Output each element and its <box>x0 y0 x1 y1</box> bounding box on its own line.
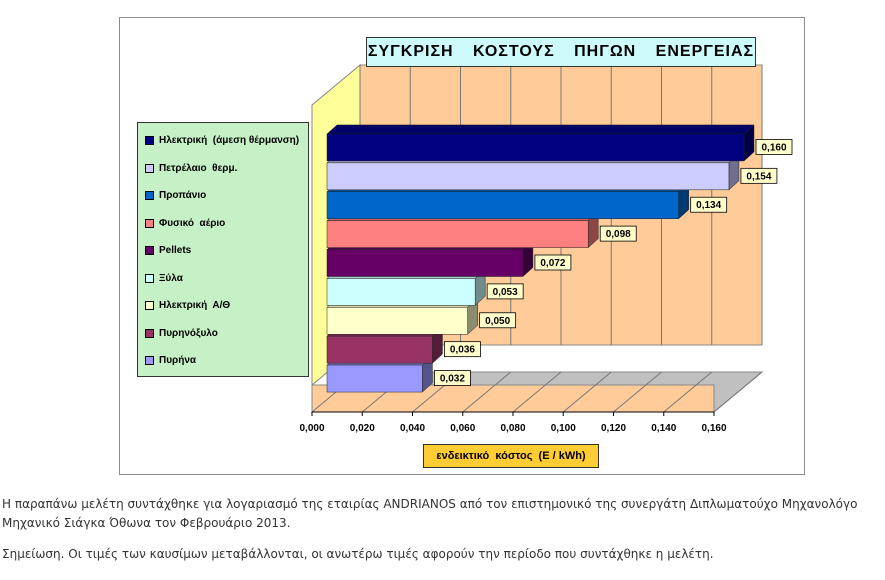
legend-swatch <box>145 136 154 146</box>
bar <box>326 335 433 364</box>
legend-swatch <box>145 218 154 228</box>
data-label: 0,050 <box>485 316 510 327</box>
chart-title: ΣΥΓΚΡΙΣΗ ΚΟΣΤΟΥΣ ΠΗΓΩΝ ΕΝΕΡΓΕΙΑΣ <box>366 37 756 67</box>
legend-swatch <box>145 273 154 283</box>
study-note: Η παραπάνω μελέτη συντάχθηκε για λογαρια… <box>2 497 858 530</box>
data-label: 0,053 <box>493 287 518 298</box>
x-tick-label: 0,140 <box>651 423 676 434</box>
bar <box>326 133 745 162</box>
data-label: 0,032 <box>440 374 465 385</box>
data-label-box <box>479 312 517 329</box>
legend-item: Ηλεκτρική (άμεση θέρμανση) <box>138 127 308 155</box>
bar <box>326 220 589 248</box>
x-tick-label: 0,100 <box>551 423 576 434</box>
gridline-floor <box>663 371 713 413</box>
gridline-floor <box>713 371 763 413</box>
price-disclaimer: Σημείωση. Οι τιμές των καυσίμων μεταβάλλ… <box>2 547 714 561</box>
legend-item: Πετρέλαιο θερμ. <box>138 155 308 183</box>
legend-swatch <box>145 301 154 311</box>
data-label: 0,036 <box>450 345 475 356</box>
legend-item: Προπάνιο <box>138 182 308 210</box>
bar-top <box>326 124 755 135</box>
data-label-box <box>534 254 572 271</box>
legend-swatch <box>145 246 154 256</box>
legend-item: Pellets <box>138 237 308 265</box>
x-tick-label: 0,000 <box>299 423 324 434</box>
gridline-floor <box>512 371 562 413</box>
x-tick-label: 0,020 <box>350 423 375 434</box>
legend-item: Ηλεκτρική Α/Θ <box>138 292 308 320</box>
data-label: 0,154 <box>746 171 771 182</box>
legend-item: Πυρήνα <box>138 347 308 375</box>
data-label-box <box>740 167 778 184</box>
x-tick-label: 0,120 <box>601 423 626 434</box>
x-tick-label: 0,040 <box>400 423 425 434</box>
legend-swatch <box>145 191 154 201</box>
data-label-box <box>444 341 481 358</box>
data-label-box <box>755 139 793 155</box>
legend-label: Φυσικό αέριο <box>159 217 226 229</box>
x-tick-label: 0,160 <box>701 423 726 434</box>
bar <box>326 162 730 191</box>
gridline-floor <box>562 371 612 413</box>
data-label: 0,160 <box>761 142 786 153</box>
bar <box>326 307 468 335</box>
bar <box>326 191 679 219</box>
gridline-floor <box>613 371 662 413</box>
bar <box>326 278 476 306</box>
legend-label: Ξύλα <box>159 272 183 284</box>
legend-label: Pellets <box>159 245 192 257</box>
data-label: 0,134 <box>696 200 721 211</box>
bar <box>326 249 524 277</box>
legend-item: Ξύλα <box>138 265 308 293</box>
data-label-box <box>690 196 728 213</box>
x-tick-label: 0,060 <box>450 423 475 434</box>
legend-swatch <box>145 328 154 338</box>
gridline-floor <box>462 371 512 413</box>
legend-label: Πυρηνόξυλο <box>159 327 218 339</box>
data-label-box <box>599 225 637 242</box>
legend-label: Πετρέλαιο θερμ. <box>159 162 238 174</box>
legend-swatch <box>145 163 154 173</box>
chart-legend: Ηλεκτρική (άμεση θέρμανση) Πετρέλαιο θερμ… <box>137 122 309 377</box>
bar <box>326 364 423 393</box>
legend-label: Πυρήνα <box>159 355 197 367</box>
legend-label: Προπάνιο <box>159 190 207 202</box>
x-axis-label: ενδεικτικό κόστος (Ε / kWh) <box>423 444 599 468</box>
legend-swatch <box>145 356 154 366</box>
data-label: 0,098 <box>606 229 631 240</box>
legend-item: Πυρηνόξυλο <box>138 320 308 348</box>
legend-item: Φυσικό αέριο <box>138 210 308 238</box>
data-label-box <box>433 370 471 386</box>
legend-label: Ηλεκτρική (άμεση θέρμανση) <box>159 135 300 147</box>
legend-label: Ηλεκτρική Α/Θ <box>159 300 231 312</box>
data-label: 0,072 <box>540 258 565 269</box>
data-label-box <box>486 283 524 300</box>
x-tick-label: 0,080 <box>500 423 525 434</box>
